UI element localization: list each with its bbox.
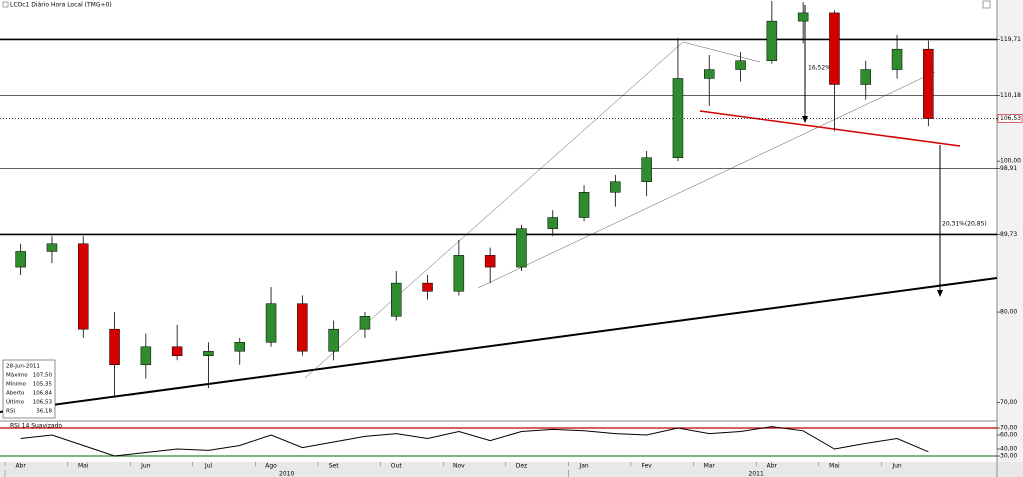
x-tick-label: Jun xyxy=(140,463,151,470)
time-axis-band xyxy=(0,462,1023,477)
x-tick-label: Set xyxy=(329,463,340,470)
y-tick-label: 119,71 xyxy=(1000,36,1021,43)
candle-body xyxy=(46,243,58,252)
annotation: 16,52% xyxy=(808,65,831,72)
candle-body xyxy=(297,303,308,352)
year-label: 2010 xyxy=(279,471,294,477)
x-tick-label: Mai xyxy=(829,463,840,470)
x-tick-label: Jan xyxy=(578,463,588,470)
x-tick-label: Jun xyxy=(891,463,902,470)
y-tick-label: 98,91 xyxy=(1000,165,1017,172)
info-label: Último xyxy=(6,399,25,406)
info-date: 28-Jun-2011 xyxy=(6,364,40,370)
info-label: RSI xyxy=(6,409,15,415)
info-value: 107,50 xyxy=(33,373,53,379)
candle-body xyxy=(766,20,778,61)
candle-body xyxy=(453,255,465,292)
info-label: Aberto xyxy=(6,391,25,397)
x-tick-label: Mar xyxy=(704,463,716,470)
price-axis-band xyxy=(997,0,1023,477)
rsi-tick-label: 60,00 xyxy=(1000,432,1017,439)
year-label: 2011 xyxy=(749,471,764,477)
info-value: 105,35 xyxy=(33,382,53,388)
x-tick-label: Dez xyxy=(516,463,527,470)
candle-body xyxy=(140,346,152,366)
candle-body xyxy=(265,303,277,343)
close-button[interactable] xyxy=(982,0,991,9)
candle-body xyxy=(15,251,26,268)
x-tick-label: Fev xyxy=(641,463,652,470)
candle-body xyxy=(422,282,433,292)
candle-body xyxy=(735,60,746,70)
x-tick-label: Abr xyxy=(15,463,26,470)
rsi-tick-label: 70,00 xyxy=(1000,425,1017,432)
y-tick-label: 80,00 xyxy=(1000,309,1017,316)
candle-body xyxy=(203,350,214,356)
candle-body xyxy=(359,316,371,330)
neckline xyxy=(699,110,961,147)
x-tick-label: Mai xyxy=(78,463,89,470)
x-tick-label: Ago xyxy=(265,463,277,470)
chart-title: LCOc1 Diário Hora Local (TMG+0) xyxy=(10,2,112,9)
info-value: 106,84 xyxy=(33,391,53,397)
candle-body xyxy=(484,255,496,268)
info-label: Mínimo xyxy=(6,381,27,388)
arrow-head xyxy=(937,290,943,297)
arrow-head xyxy=(802,116,808,123)
info-box: 28-Jun-2011 Máximo 107,50 Mínimo 105,35 Aber… xyxy=(2,359,56,419)
candle-body xyxy=(391,282,402,317)
candle-body xyxy=(829,12,840,85)
y-tick-label: 70,00 xyxy=(1000,399,1017,406)
candle-body xyxy=(797,12,809,22)
candle-body xyxy=(860,69,871,85)
rsi-title: RSI 14 Suavizado xyxy=(10,423,62,430)
candle-body xyxy=(578,192,590,218)
candle-body xyxy=(109,328,120,366)
candle-body xyxy=(891,48,903,70)
candle-body xyxy=(78,243,89,330)
rsi-tick-label: 40,00 xyxy=(1000,446,1017,453)
info-label: Máximo xyxy=(6,372,28,379)
trendline-thin xyxy=(477,71,936,289)
candle-body xyxy=(547,217,558,229)
candle-body xyxy=(516,228,527,268)
candle-body xyxy=(641,157,652,182)
candle-body xyxy=(328,328,339,352)
candle-body xyxy=(672,78,684,159)
x-tick-label: Out xyxy=(391,463,403,470)
last-price-box xyxy=(997,114,1023,123)
trendline xyxy=(0,277,998,413)
info-value: 106,53 xyxy=(33,400,53,406)
triangle-line xyxy=(682,41,761,63)
rsi-tick-label: 30,00 xyxy=(1000,453,1017,460)
candle-body xyxy=(704,69,715,79)
x-tick-label: Jul xyxy=(204,463,213,470)
candle-body xyxy=(610,181,621,193)
x-tick-label: Nov xyxy=(453,463,465,470)
title-icon xyxy=(2,1,9,8)
info-frame xyxy=(2,359,56,419)
y-tick-label: 100,00 xyxy=(1000,158,1021,165)
info-value: 36,18 xyxy=(36,409,52,415)
rsi-line xyxy=(20,426,929,457)
x-tick-label: Abr xyxy=(767,463,778,470)
candle-body xyxy=(234,342,245,352)
annotation: 20,31%(20,85) xyxy=(942,221,987,228)
candle-body xyxy=(923,48,934,119)
y-tick-label: 106,53 xyxy=(1000,115,1021,122)
candle-body xyxy=(171,346,183,356)
y-tick-label: 89,73 xyxy=(1000,231,1017,238)
y-tick-label: 110,18 xyxy=(1000,92,1021,99)
